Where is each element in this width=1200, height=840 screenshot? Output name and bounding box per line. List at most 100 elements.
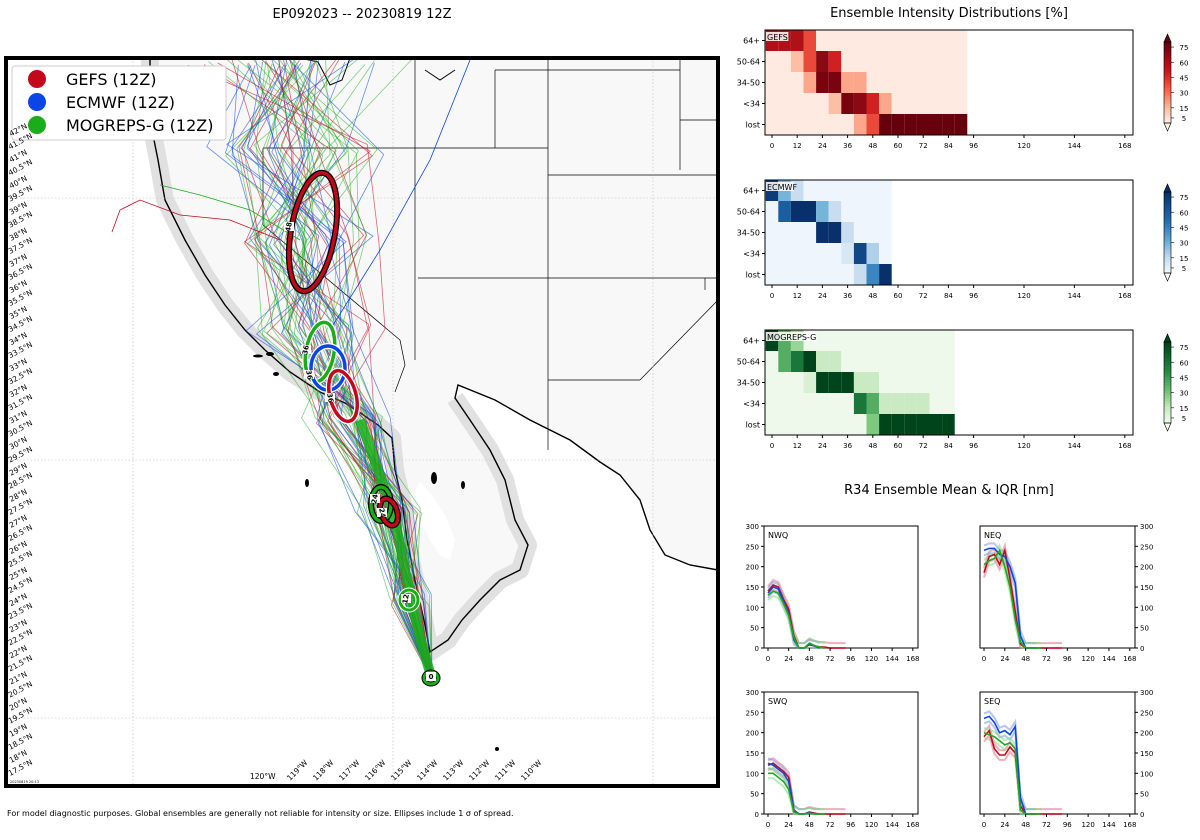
r34-x-tick: 0 [982,655,986,663]
heatmap-cell [954,93,968,114]
heatmap-x-tick: 96 [969,142,978,150]
ensemble-track [231,59,433,681]
quadrant-label: NWQ [768,531,788,540]
r34-y-tick: 250 [1140,543,1153,551]
heatmap-x-tick: 60 [894,292,903,300]
legend-marker [28,70,46,88]
legend-label: GEFS (12Z) [66,70,156,89]
heatmap-cell [916,30,930,51]
r34-x-tick: 96 [846,655,855,663]
colorbar-tick: 5 [1182,265,1186,273]
heatmap-cell [866,393,880,414]
heatmap-cell [790,114,804,135]
ellipse-label: 24 [370,493,380,504]
heatmap-cell [916,51,930,72]
heatmap-x-tick: 120 [1017,292,1030,300]
ensemble-track [286,60,433,681]
heatmap-cell [853,201,867,222]
ensemble-track [251,58,433,681]
heatmap-cell [841,93,854,114]
heatmap-cell [816,243,829,264]
heatmap-row-label: <34 [743,250,760,259]
ensemble-track [159,184,301,241]
heatmap-x-tick: 36 [843,442,852,450]
heatmap-x-tick: 36 [843,292,852,300]
heatmap-x-tick: 144 [1068,292,1082,300]
r34-x-tick: 72 [826,821,835,829]
r34-x-tick: 120 [865,821,878,829]
r34-y-tick: 300 [1140,689,1153,697]
heatmap-cell [879,414,892,435]
heatmap-cell [929,372,943,393]
heatmap-cell [765,93,779,114]
heatmap-cell [904,30,917,51]
colorbar-tick: 15 [1180,105,1189,113]
heatmap-cell [904,330,917,351]
heatmap-row-label: 64+ [743,37,760,46]
heatmap-cell [778,264,791,285]
heatmap-cell [816,264,829,285]
colorbar-tick: 15 [1180,255,1189,263]
heatmap-cell [765,372,779,393]
colorbar-tick: 75 [1180,44,1189,52]
heatmap-cell [929,393,943,414]
heatmap-cell [929,51,943,72]
heatmap-row-label: 64+ [743,337,760,346]
r34-x-tick: 120 [865,655,878,663]
r34-x-tick: 72 [1042,821,1051,829]
heatmap-cell [803,72,817,93]
heatmap-cell [803,30,817,51]
r34-x-tick: 144 [1102,655,1116,663]
heatmap-cell [879,264,892,285]
heatmap-cell [828,414,842,435]
heatmap-cell [841,393,854,414]
heatmap-cell [841,114,854,135]
heatmap-cell [816,72,829,93]
heatmap-cell [790,51,804,72]
heatmap-cell [816,180,829,201]
legend-label: MOGREPS-G (12Z) [66,116,213,135]
r34-y-tick: 100 [1140,770,1153,778]
heatmap-cell [916,393,930,414]
mean-line-mogreps-g [983,548,1042,649]
iqr-upper-line [983,726,1042,811]
heatmap-cell [828,243,842,264]
heatmap-cell [816,93,829,114]
heatmap-cell [853,51,867,72]
r34-y-tick: 0 [1140,645,1144,653]
r34-x-tick: 72 [1042,655,1051,663]
heatmap-cell [866,114,880,135]
ensemble-track-core [355,418,437,682]
heatmap-cell [828,330,842,351]
heatmap-cell [866,414,880,435]
heatmap-x-tick: 168 [1118,142,1131,150]
heatmap-cell [929,114,943,135]
heatmap-cell [828,393,842,414]
r34-x-tick: 168 [906,655,919,663]
map-gridlines [6,58,718,786]
heatmap-cell [891,51,905,72]
heatmap-cell [891,93,905,114]
heatmap-cell [904,393,917,414]
heatmap-cell [866,180,880,201]
mean-line-gefs [983,728,1063,815]
heatmap-cell [942,330,955,351]
heatmap-cell [866,30,880,51]
heatmap-cell [803,243,817,264]
heatmap-cell [853,414,867,435]
iqr-upper-line [768,767,825,811]
heatmap-cell [790,414,804,435]
heatmap-cell [778,393,791,414]
heatmap-cell [790,351,804,372]
colorbar-tick: 45 [1180,74,1189,82]
heatmap-cell [929,72,943,93]
r34-y-tick: 300 [746,523,759,531]
colorbar-tick: 30 [1180,90,1189,98]
heatmap-row-label: 34-50 [737,229,760,238]
ellipse-label: 12 [401,593,411,604]
heatmap-cell [803,372,817,393]
heatmap-cell [828,72,842,93]
heatmap-cell [866,93,880,114]
heatmap-cell [853,30,867,51]
